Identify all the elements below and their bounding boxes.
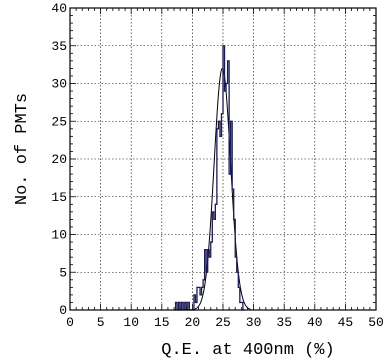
y-tick-label: 35 <box>51 39 67 54</box>
histogram-bin <box>229 174 231 310</box>
histogram-bin <box>220 136 222 310</box>
y-tick-label: 40 <box>51 1 67 16</box>
histogram-bin <box>206 272 208 310</box>
histogram-bin <box>209 257 211 310</box>
x-tick-label: 50 <box>368 315 384 330</box>
x-axis-title: Q.E. at 400nm (%) <box>161 341 334 360</box>
x-tick-label: 15 <box>154 315 170 330</box>
histogram-bin <box>215 204 217 310</box>
y-tick-labels: 0 5 10 15 20 25 30 35 40 <box>51 1 67 318</box>
tick-marks <box>69 7 377 311</box>
histogram-bin <box>226 84 228 311</box>
x-tick-label: 35 <box>276 315 292 330</box>
y-tick-label: 10 <box>51 228 67 243</box>
grid-lines <box>70 8 376 310</box>
x-tick-label: 20 <box>185 315 201 330</box>
x-tick-label: 0 <box>66 315 74 330</box>
histogram-bin <box>218 121 220 310</box>
histogram-layer <box>174 45 245 311</box>
x-tick-label: 10 <box>123 315 139 330</box>
y-axis-title: No. of PMTs <box>13 93 32 205</box>
x-tick-label: 45 <box>338 315 354 330</box>
y-tick-label: 5 <box>59 265 67 280</box>
x-tick-label: 30 <box>246 315 262 330</box>
y-tick-label: 20 <box>51 152 67 167</box>
y-tick-label: 0 <box>59 303 67 318</box>
x-tick-labels: 0 5 10 15 20 25 30 35 40 45 50 <box>66 315 384 330</box>
y-tick-label: 30 <box>51 77 67 92</box>
gaussian-fit-curve <box>189 67 251 311</box>
x-tick-label: 40 <box>307 315 323 330</box>
histogram-bin <box>214 219 216 310</box>
x-tick-label: 25 <box>215 315 231 330</box>
x-tick-label: 5 <box>97 315 105 330</box>
gaussian-fit-layer <box>189 67 251 311</box>
y-tick-label: 15 <box>51 190 67 205</box>
histogram-bin <box>225 91 227 310</box>
histogram-outline <box>174 45 245 311</box>
y-tick-label: 25 <box>51 114 67 129</box>
